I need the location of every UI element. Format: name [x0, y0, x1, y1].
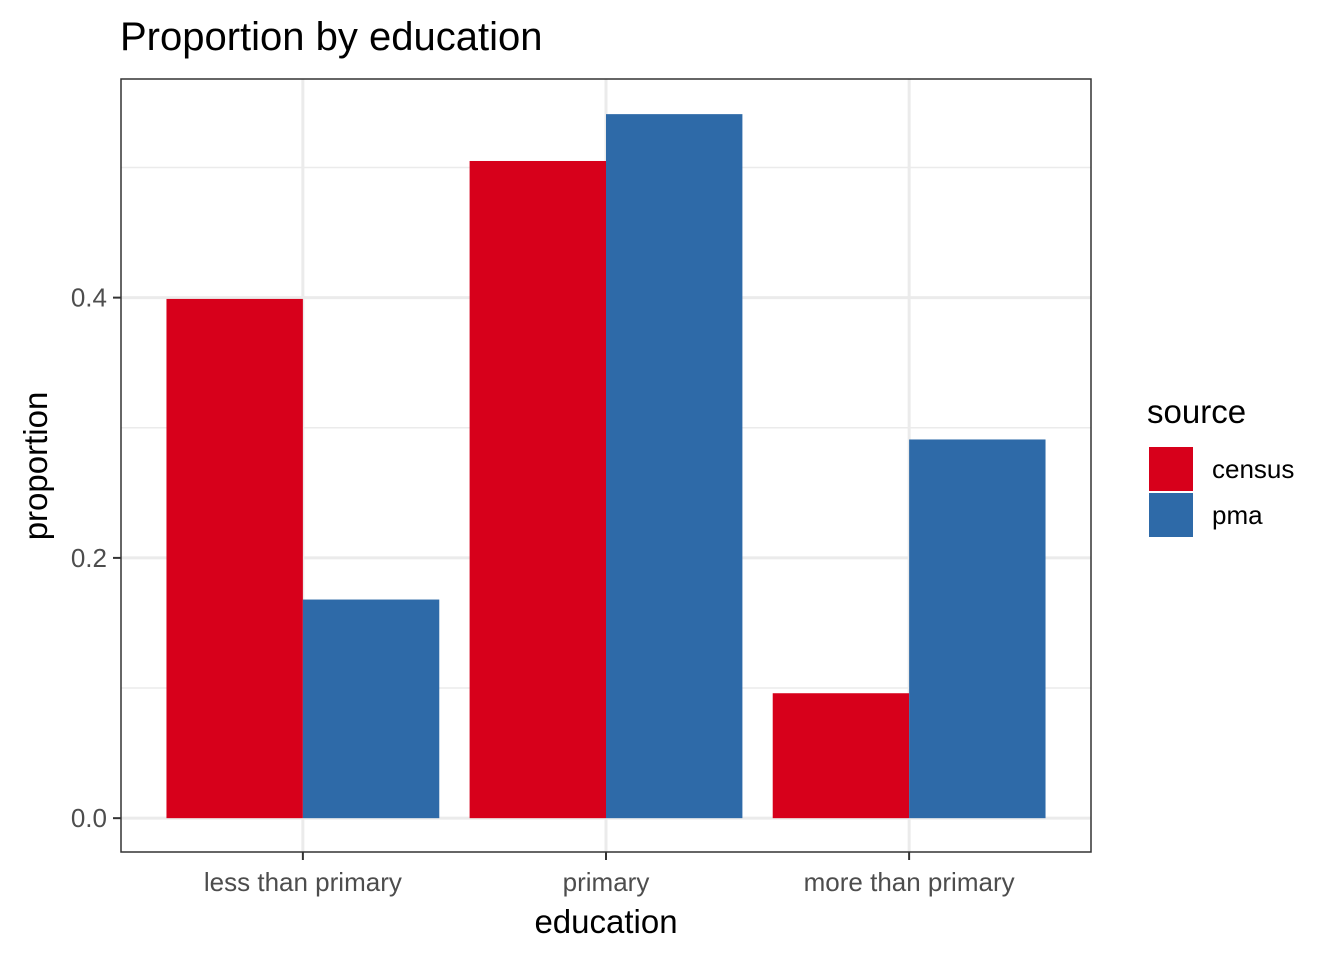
legend-key-pma	[1149, 493, 1193, 537]
legend-key-census	[1149, 447, 1193, 491]
x-axis: less than primary primary more than primar…	[204, 852, 1015, 897]
y-axis: 0.0 0.2 0.4	[71, 283, 121, 833]
legend: source census pma	[1147, 393, 1294, 537]
legend-label-pma: pma	[1212, 500, 1263, 530]
bar-pma-2	[606, 114, 743, 819]
y-tick-label: 0.0	[71, 803, 107, 833]
y-axis-title: proportion	[17, 392, 54, 541]
chart-title: Proportion by education	[120, 15, 543, 59]
bar-census-1	[166, 298, 303, 819]
y-tick-label: 0.4	[71, 283, 107, 313]
bar-pma-3	[909, 439, 1046, 819]
bar-census-2	[469, 160, 606, 819]
y-tick-label: 0.2	[71, 543, 107, 573]
x-tick-label: primary	[563, 867, 650, 897]
legend-items: census pma	[1149, 447, 1294, 537]
x-tick-label: less than primary	[204, 867, 402, 897]
bar-census-3	[772, 693, 910, 819]
bar-pma-1	[302, 599, 440, 819]
x-tick-label: more than primary	[804, 867, 1015, 897]
legend-title: source	[1147, 393, 1246, 430]
x-axis-title: education	[534, 903, 677, 940]
legend-label-census: census	[1212, 454, 1294, 484]
bars	[166, 114, 1046, 819]
